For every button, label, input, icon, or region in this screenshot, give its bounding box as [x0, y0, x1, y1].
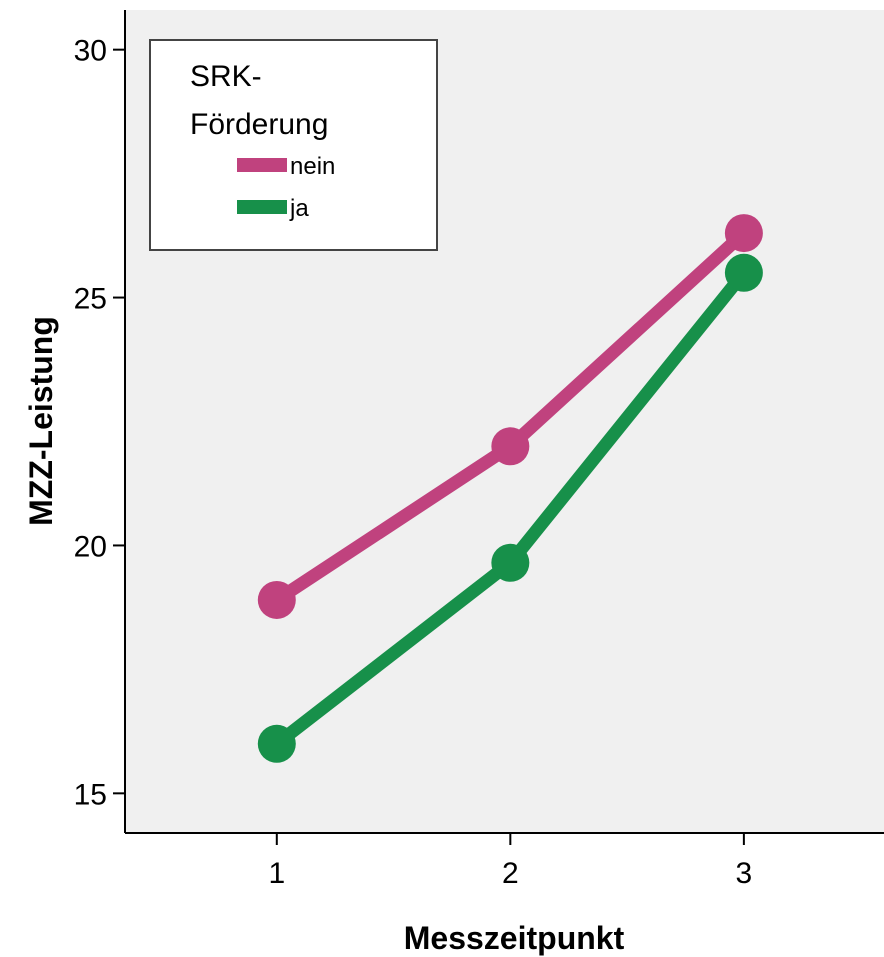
y-axis-title: MZZ-Leistung — [23, 316, 59, 526]
x-axis-title: Messzeitpunkt — [404, 920, 625, 956]
data-point-nein — [491, 427, 530, 466]
y-tick-label: 20 — [74, 530, 107, 563]
x-tick-label: 2 — [502, 857, 519, 890]
y-axis-ticks: 15 20 25 30 — [74, 35, 125, 811]
legend-swatch-nein — [237, 158, 287, 172]
legend: SRK- Förderung nein ja — [149, 39, 438, 251]
legend-label-ja: ja — [289, 195, 309, 222]
legend-title-line2: Förderung — [190, 108, 328, 141]
legend-label-nein: nein — [290, 153, 335, 180]
legend-title-line1: SRK- — [190, 60, 262, 93]
legend-items: nein ja — [237, 153, 335, 222]
x-tick-label: 1 — [268, 857, 285, 890]
data-point-ja — [724, 253, 763, 292]
data-point-nein — [724, 214, 763, 253]
x-tick-label: 3 — [736, 857, 753, 890]
data-point-nein — [257, 580, 296, 619]
y-tick-label: 15 — [74, 778, 107, 811]
x-axis-ticks: 1 2 3 — [268, 833, 752, 890]
series-layer — [257, 214, 763, 763]
data-point-ja — [257, 724, 296, 763]
legend-box — [149, 39, 438, 251]
data-point-ja — [491, 543, 530, 582]
y-tick-label: 25 — [74, 283, 107, 316]
y-tick-label: 30 — [74, 35, 107, 68]
legend-swatch-ja — [237, 200, 287, 214]
